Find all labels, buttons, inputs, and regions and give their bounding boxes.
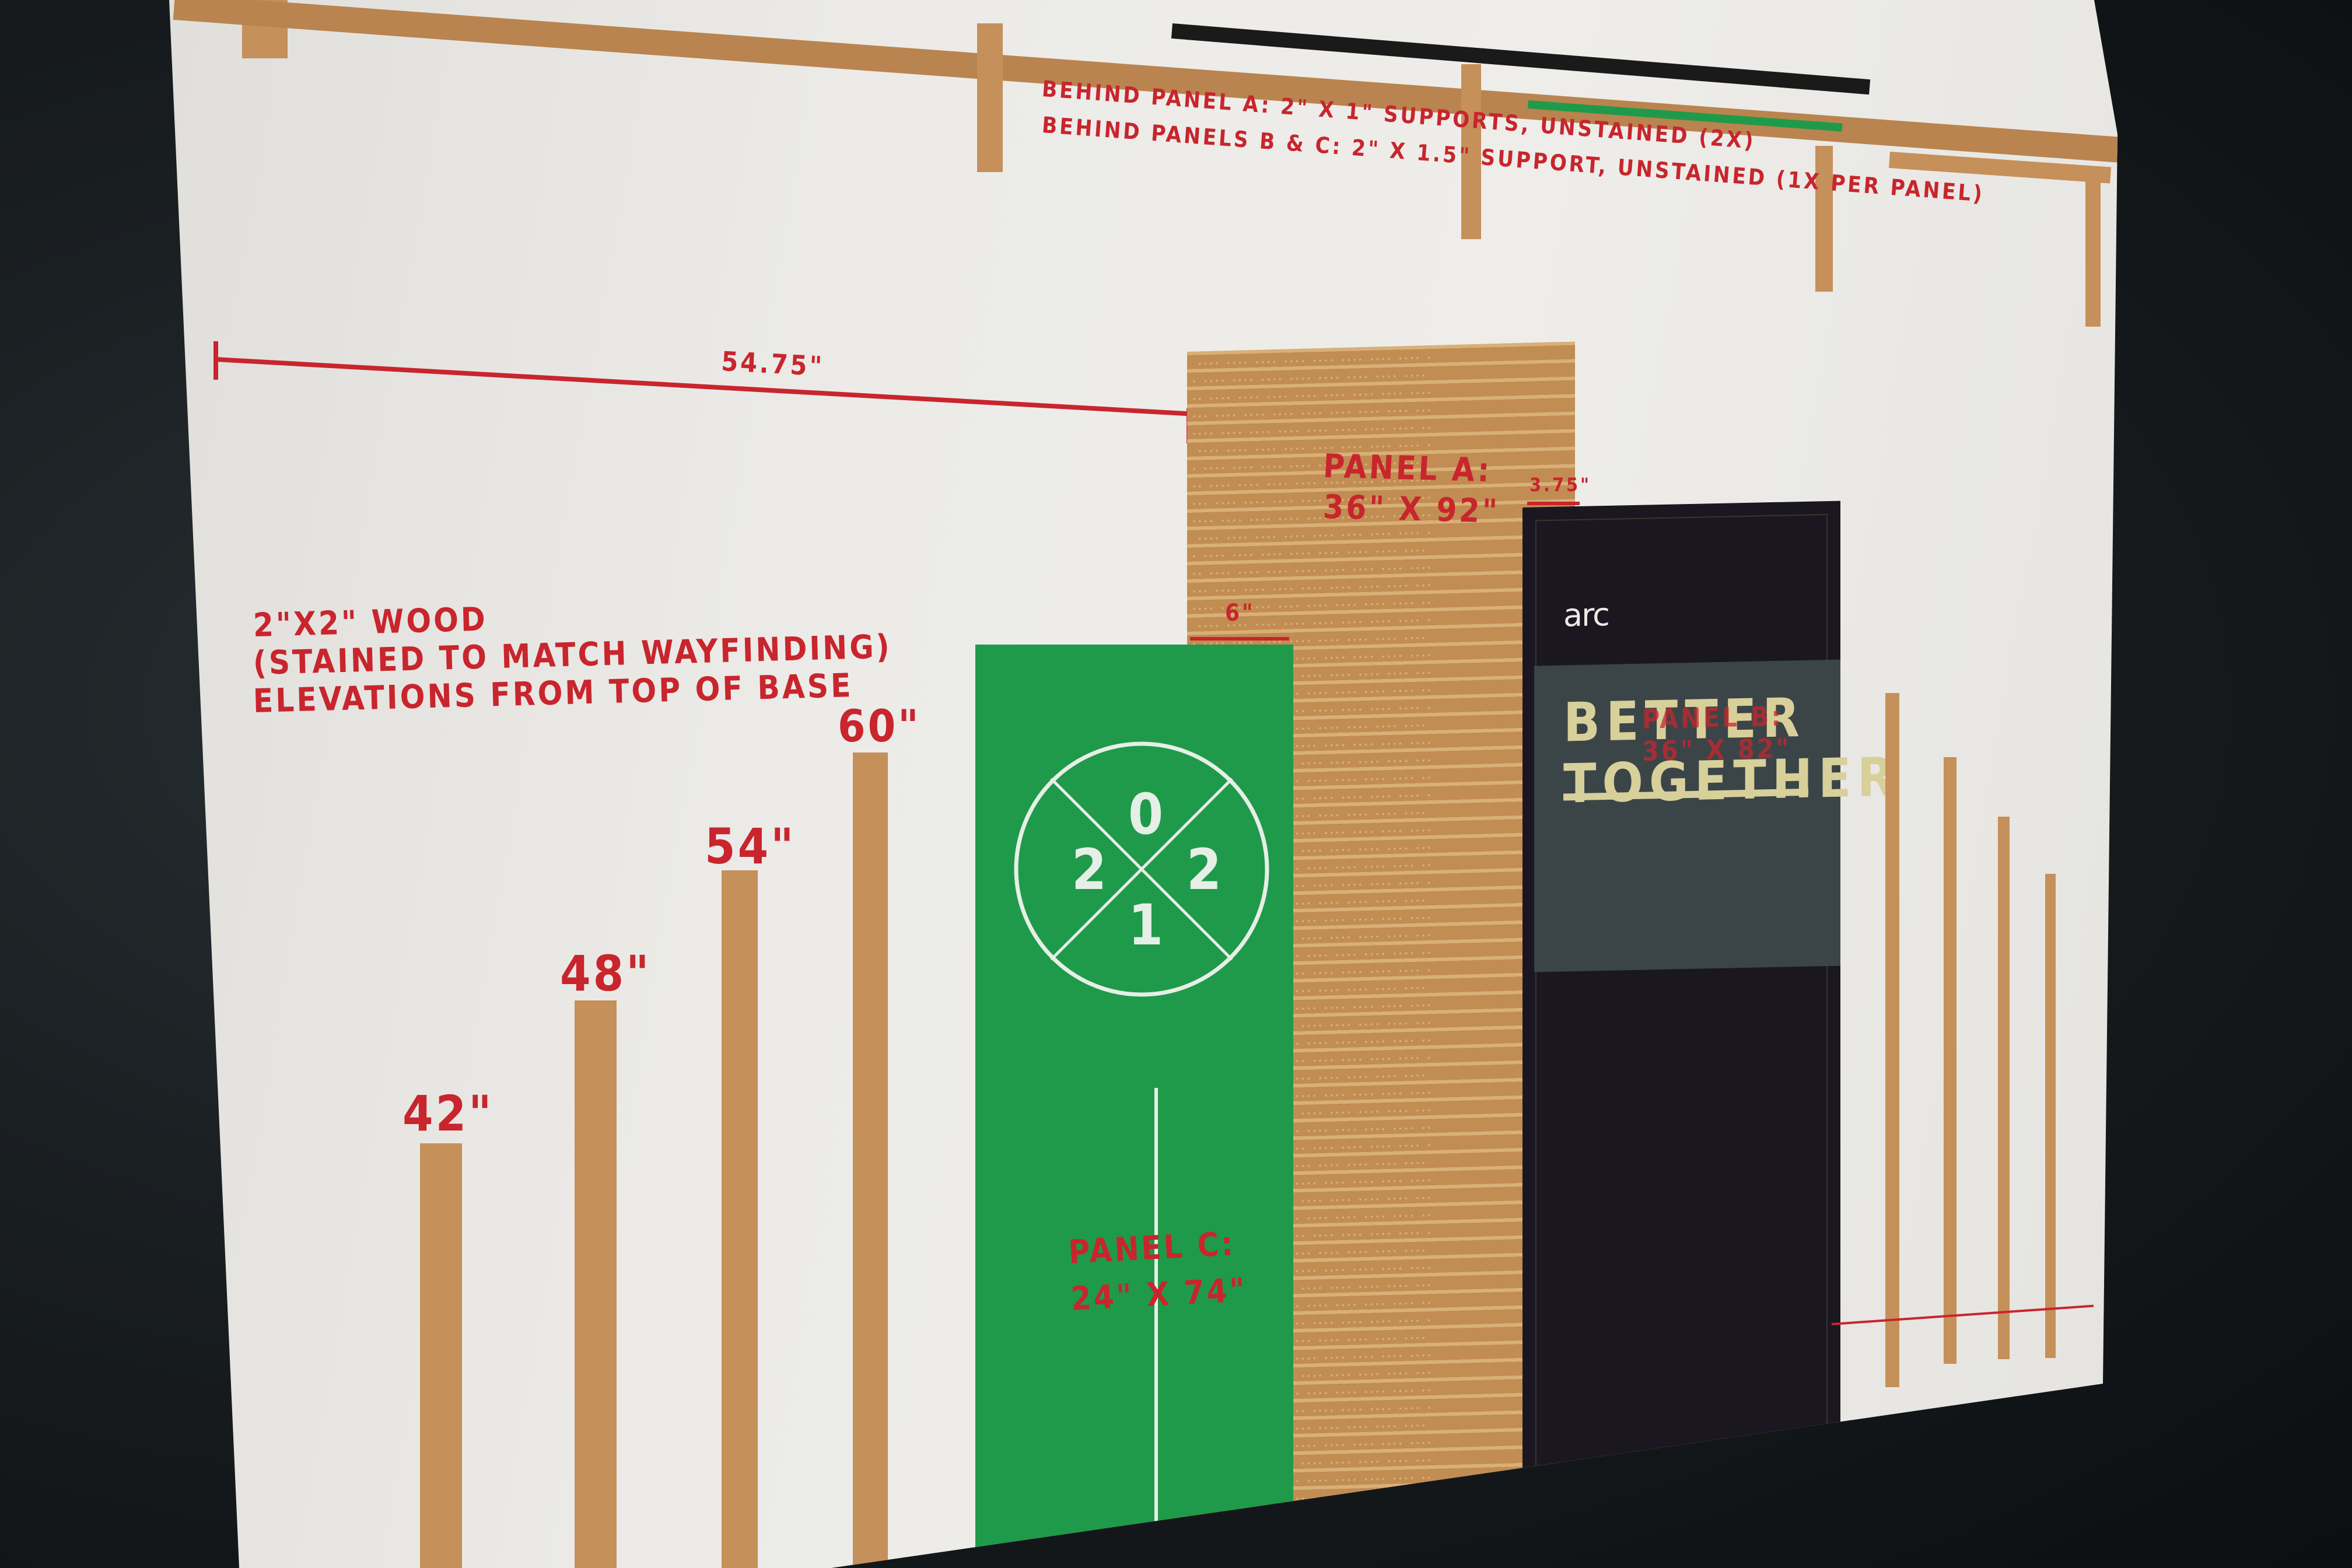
panel-c-offset-line xyxy=(1190,637,1289,640)
right-post-2 xyxy=(1944,757,1957,1364)
top-post-3 xyxy=(1461,64,1481,239)
elevation-label-42: 42" xyxy=(402,1085,494,1142)
dimension-line-main xyxy=(215,357,1189,416)
elevation-label-60: 60" xyxy=(838,700,921,752)
right-post-4 xyxy=(2045,874,2056,1358)
arc-logo: arc xyxy=(1563,596,1609,634)
right-post-1 xyxy=(1885,693,1899,1387)
panel-b: arc BETTER TOGETHER PANEL B: 36" X 82" xyxy=(1522,501,1900,1511)
right-post-3 xyxy=(1998,817,2010,1359)
top-post-5 xyxy=(2085,175,2101,327)
elevation-label-54: 54" xyxy=(705,818,796,875)
panel-a-gap-dimension: 3.75" xyxy=(1530,474,1592,496)
badge-digit-right: 2 xyxy=(1186,837,1222,902)
wood-note-line1: 2"X2" WOOD xyxy=(253,600,488,645)
panel-b-title: PANEL B: xyxy=(1642,700,1783,735)
panel-c-offset-label: 6" xyxy=(1225,600,1255,626)
year-badge-icon xyxy=(1014,741,1269,1568)
panel-b-size: 36" X 82" xyxy=(1642,732,1791,767)
elevation-label-48: 48" xyxy=(560,945,652,1002)
dimension-label-main: 54.75" xyxy=(720,345,825,383)
badge-digit-left: 2 xyxy=(1072,837,1107,902)
badge-digit-top: 0 xyxy=(1128,782,1164,847)
top-post-4 xyxy=(1815,146,1833,292)
dimension-tick-left xyxy=(214,341,218,380)
panel-a-title: PANEL A: xyxy=(1322,447,1493,490)
panel-a-size: 36" X 92" xyxy=(1322,488,1501,531)
elevation-post-48 xyxy=(575,1000,617,1568)
top-post-2 xyxy=(977,23,1003,172)
badge-digit-bottom: 1 xyxy=(1128,892,1164,958)
elevation-post-60 xyxy=(853,752,888,1568)
elevation-post-54 xyxy=(722,870,758,1568)
elevation-post-42 xyxy=(420,1143,462,1568)
panel-c: 0 2 2 1 PANEL C: 24" X 74" xyxy=(975,645,1293,1568)
panel-a-gap-line xyxy=(1527,502,1580,505)
